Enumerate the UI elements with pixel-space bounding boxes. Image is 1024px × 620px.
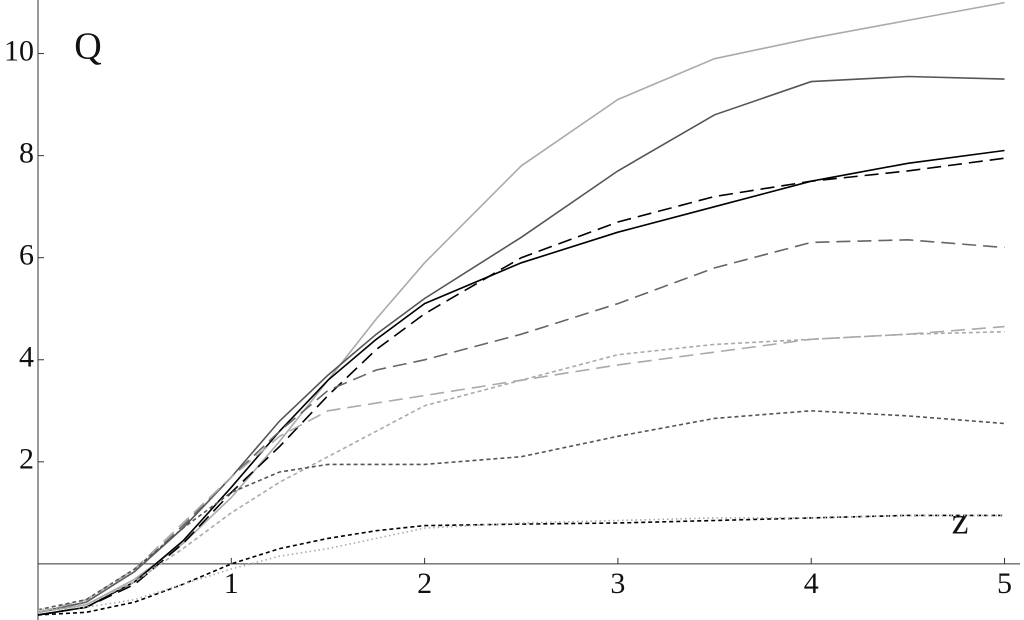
x-tick-label: 4	[804, 567, 819, 600]
series-line	[37, 325, 1005, 614]
y-tick-label: 8	[19, 137, 34, 170]
y-tick-label: 4	[19, 341, 34, 374]
x-tick-label: 5	[997, 567, 1012, 600]
x-tick-label: 3	[610, 567, 625, 600]
x-tick-label: 2	[417, 567, 432, 600]
x-tick-label: 1	[224, 567, 239, 600]
y-tick-label: 2	[19, 443, 34, 476]
series-line	[37, 409, 1005, 611]
series-line	[37, 238, 1005, 614]
y-tick-label: 10	[4, 34, 34, 67]
series-line	[37, 157, 1005, 616]
y-axis-label: Q	[74, 26, 101, 68]
series-line	[37, 149, 1005, 616]
series-line	[37, 514, 1005, 611]
y-tick-label: 6	[19, 239, 34, 272]
series-line	[37, 75, 1005, 614]
series-line	[37, 514, 1005, 616]
x-axis-label: z	[952, 501, 969, 543]
series-line	[37, 330, 1005, 614]
series-line	[37, 1, 1005, 614]
